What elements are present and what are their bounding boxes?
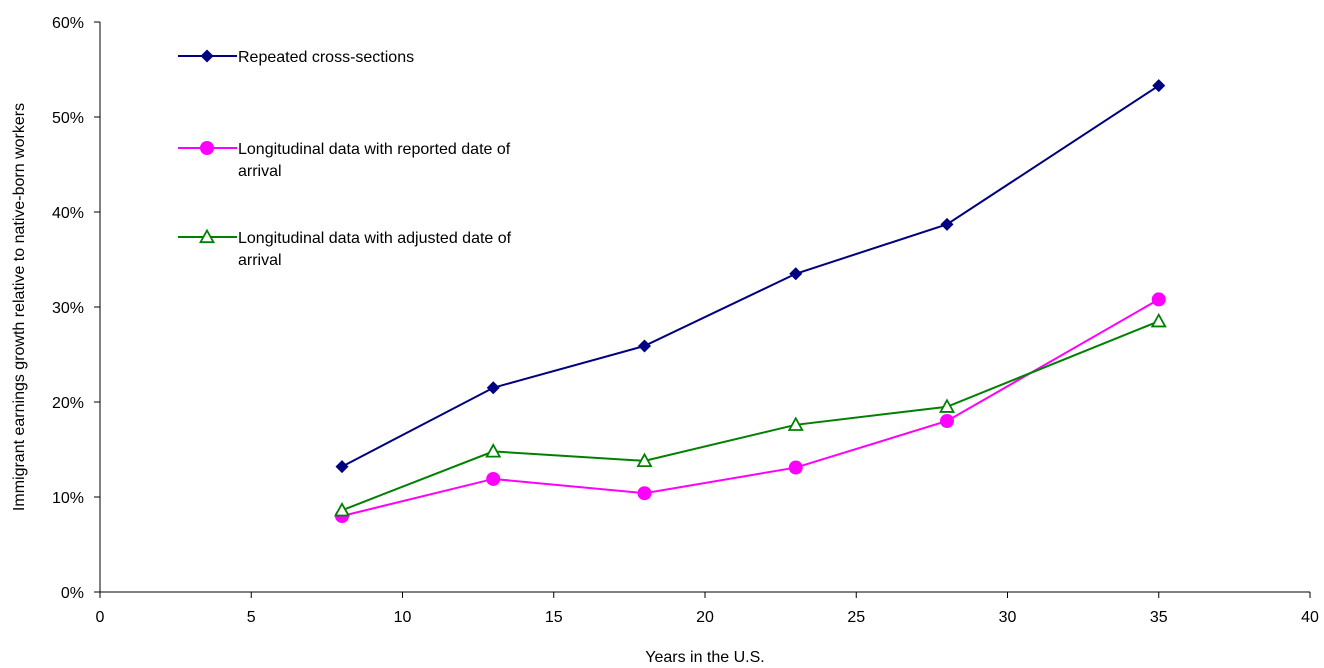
series-1-point xyxy=(335,460,349,474)
series-1-point xyxy=(486,381,500,395)
legend-label-3: arrival xyxy=(238,252,282,269)
x-tick-label: 40 xyxy=(1301,609,1319,626)
y-tick-label: 60% xyxy=(52,15,84,32)
y-tick-label: 30% xyxy=(52,300,84,317)
series-2-point xyxy=(486,471,501,486)
series-3-point xyxy=(1150,312,1167,328)
series-line-2 xyxy=(341,298,1160,517)
legend-label-3: Longitudinal data with adjusted date of xyxy=(238,230,512,247)
chart-legend: Repeated cross-sections Longitudinal data… xyxy=(178,49,512,269)
y-tick-label: 0% xyxy=(61,585,84,602)
y-tick-label: 40% xyxy=(52,205,84,222)
series-1-point xyxy=(940,217,954,231)
series-1-point xyxy=(638,339,651,353)
series-2-point xyxy=(637,486,652,501)
x-tick-label: 15 xyxy=(545,609,563,626)
legend-marker-3 xyxy=(198,228,216,244)
legend-label-2: arrival xyxy=(238,163,282,180)
series-3-point xyxy=(485,443,502,458)
chart-ticks: 0 5 10 15 20 25 30 35 40 0% 10% 20% 30% 40% 50% 60% xyxy=(52,15,1319,626)
x-tick-label: 20 xyxy=(696,609,714,626)
x-axis-title: Years in the U.S. xyxy=(645,649,764,666)
y-tick-label: 20% xyxy=(52,395,84,412)
y-tick-label: 50% xyxy=(52,110,84,127)
x-tick-label: 10 xyxy=(394,609,412,626)
legend-marker-1 xyxy=(200,49,214,63)
x-tick-label: 30 xyxy=(999,609,1017,626)
x-tick-label: 25 xyxy=(847,609,865,626)
chart-axes xyxy=(99,22,1310,593)
series-2-point xyxy=(788,460,803,475)
series-3-point xyxy=(787,416,804,431)
legend-label-2: Longitudinal data with reported date of xyxy=(238,141,511,158)
series-2-point xyxy=(1151,292,1166,307)
series-1-point xyxy=(789,267,803,281)
legend-label-1: Repeated cross-sections xyxy=(238,49,414,66)
series-3-point xyxy=(636,452,653,468)
series-3-point xyxy=(938,398,956,413)
series-line-1 xyxy=(341,84,1160,468)
legend-marker-2 xyxy=(200,141,214,155)
series-2-point xyxy=(940,414,954,428)
series-line-3 xyxy=(341,320,1160,512)
series-1-point xyxy=(1152,79,1166,93)
y-tick-label: 10% xyxy=(52,490,84,507)
chart-series xyxy=(333,79,1167,523)
x-tick-label: 5 xyxy=(247,609,256,626)
series-3-point xyxy=(333,501,351,517)
y-axis-title: Immigrant earnings growth relative to na… xyxy=(11,103,28,511)
x-tick-label: 35 xyxy=(1150,609,1168,626)
x-tick-label: 0 xyxy=(96,609,105,626)
